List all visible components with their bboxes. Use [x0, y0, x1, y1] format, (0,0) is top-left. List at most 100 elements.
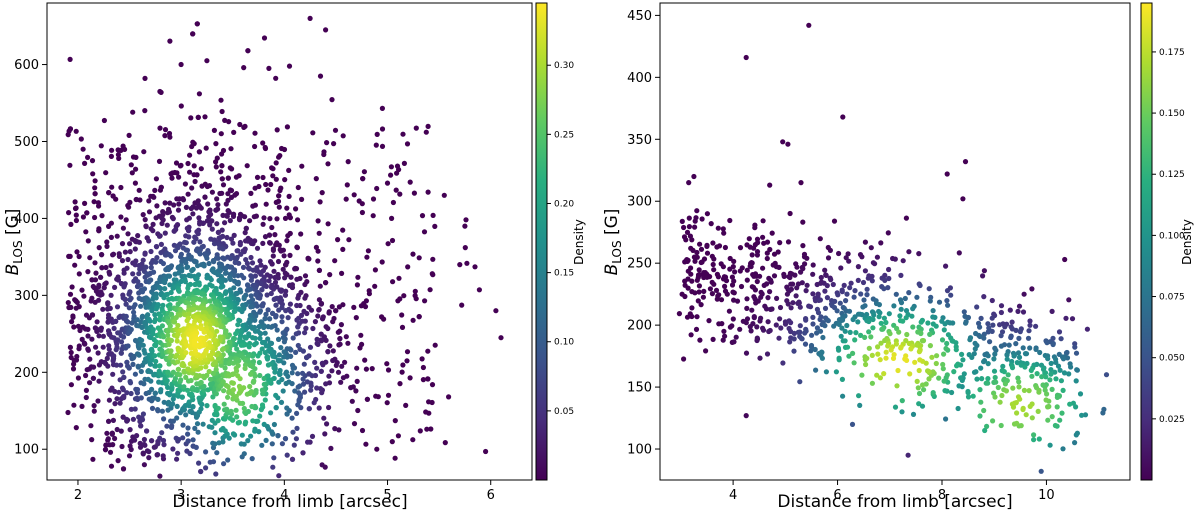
scatter-point [148, 260, 154, 266]
scatter-point [323, 280, 329, 286]
scatter-point [149, 348, 155, 354]
scatter-point [120, 369, 126, 375]
scatter-point [289, 415, 295, 421]
scatter-point [85, 269, 91, 275]
scatter-point [68, 382, 74, 388]
scatter-point [929, 354, 935, 360]
scatter-point [744, 305, 750, 311]
scatter-point [240, 264, 247, 270]
scatter-point [921, 387, 927, 393]
scatter-point [214, 450, 220, 456]
scatter-point [1038, 468, 1044, 474]
scatter-point [71, 402, 77, 408]
x-tick-label: 6 [833, 488, 841, 503]
scatter-point [150, 228, 156, 234]
scatter-point [280, 266, 286, 272]
scatter-point [330, 319, 336, 325]
scatter-point [1022, 364, 1028, 370]
scatter-point [1052, 422, 1058, 429]
scatter-point [119, 241, 126, 247]
scatter-point [66, 210, 72, 216]
scatter-point [89, 158, 96, 164]
scatter-point [138, 282, 144, 288]
y-tick-label: 300 [627, 195, 652, 210]
scatter-point [862, 239, 869, 245]
scatter-point [1043, 397, 1049, 403]
scatter-point [493, 308, 499, 314]
scatter-point [981, 331, 987, 337]
scatter-point [132, 262, 138, 268]
scatter-point [945, 302, 951, 308]
scatter-point [785, 301, 791, 307]
scatter-point [189, 267, 195, 274]
scatter-point [324, 421, 330, 427]
scatter-point [87, 380, 93, 386]
scatter-point [462, 245, 468, 251]
scatter-point [218, 284, 224, 290]
scatter-point [760, 265, 766, 271]
scatter-point [363, 441, 369, 447]
scatter-point [815, 310, 822, 316]
scatter-point [121, 334, 127, 340]
scatter-point [822, 323, 828, 329]
scatter-point [393, 187, 399, 193]
scatter-point [993, 379, 999, 385]
scatter-point [1018, 423, 1024, 429]
scatter-point [787, 339, 793, 345]
scatter-point [916, 251, 922, 257]
scatter-point [187, 169, 193, 175]
scatter-point [374, 131, 380, 137]
scatter-point [257, 258, 263, 264]
scatter-point [109, 147, 115, 153]
scatter-point [956, 250, 962, 256]
scatter-point [364, 396, 370, 402]
scatter-point [836, 250, 842, 257]
scatter-point [134, 386, 141, 393]
scatter-point [416, 314, 422, 320]
scatter-point [289, 362, 296, 368]
scatter-point [689, 313, 695, 320]
scatter-point [142, 350, 148, 356]
scatter-point [238, 342, 244, 348]
scatter-point [965, 394, 972, 400]
scatter-point [125, 343, 131, 349]
scatter-point [153, 363, 159, 369]
scatter-point [1031, 437, 1037, 443]
scatter-point [93, 344, 99, 350]
scatter-point [103, 442, 109, 448]
scatter-point [708, 221, 714, 227]
scatter-point [285, 315, 291, 321]
scatter-point [788, 286, 795, 292]
scatter-point [1020, 345, 1026, 351]
scatter-point [224, 406, 230, 412]
scatter-point [166, 341, 172, 347]
scatter-point [174, 403, 180, 409]
scatter-point [120, 387, 126, 393]
scatter-point [314, 336, 320, 342]
scatter-point [269, 224, 275, 231]
scatter-point [476, 287, 482, 293]
scatter-point [319, 190, 325, 196]
scatter-point [242, 230, 248, 236]
scatter-point [1011, 353, 1017, 359]
scatter-point [257, 413, 263, 419]
scatter-point [1016, 384, 1022, 390]
scatter-point [315, 258, 321, 264]
scatter-point [231, 272, 237, 279]
scatter-point [108, 408, 115, 414]
scatter-point [153, 244, 160, 250]
scatter-point [256, 324, 262, 330]
scatter-point [137, 197, 143, 203]
scatter-point [189, 391, 195, 397]
y-tick-label: 100 [14, 443, 39, 458]
scatter-point [147, 318, 153, 324]
scatter-point [167, 390, 173, 397]
scatter-point [166, 361, 172, 367]
scatter-point [214, 196, 220, 202]
scatter-point [898, 306, 904, 312]
scatter-point [184, 217, 190, 223]
scatter-point [121, 393, 127, 399]
scatter-point [286, 63, 293, 69]
scatter-point [419, 356, 425, 362]
scatter-point [213, 207, 219, 213]
